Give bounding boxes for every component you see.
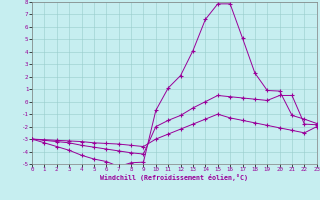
- X-axis label: Windchill (Refroidissement éolien,°C): Windchill (Refroidissement éolien,°C): [100, 174, 248, 181]
